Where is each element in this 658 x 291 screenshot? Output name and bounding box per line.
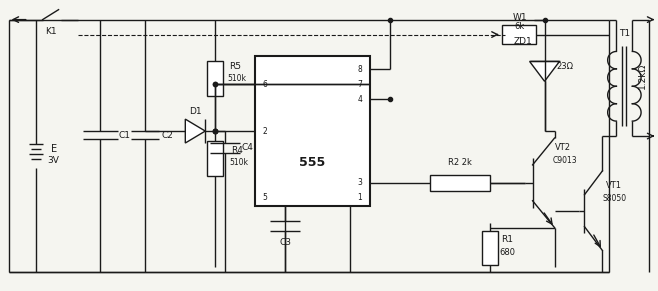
Polygon shape: [530, 61, 559, 81]
Text: 5: 5: [263, 193, 268, 202]
Text: VT2: VT2: [555, 143, 570, 152]
Text: R1: R1: [501, 235, 514, 244]
Bar: [501, 24, 536, 45]
Text: 23Ω: 23Ω: [556, 62, 573, 71]
Bar: [255, 56, 370, 206]
Text: 510k: 510k: [230, 158, 249, 167]
Text: 3V: 3V: [47, 157, 59, 165]
Text: 680: 680: [499, 248, 516, 257]
Text: C2: C2: [161, 131, 173, 140]
Text: 1.2kΩ: 1.2kΩ: [638, 63, 647, 89]
Text: 4: 4: [357, 95, 363, 104]
Text: T1: T1: [619, 29, 630, 38]
Text: W1: W1: [513, 13, 527, 22]
Bar: [207, 61, 223, 96]
Text: C3: C3: [279, 238, 291, 247]
Text: D1: D1: [189, 107, 201, 116]
Text: C4: C4: [241, 143, 253, 152]
Text: 555: 555: [299, 157, 326, 169]
Text: 3: 3: [357, 178, 363, 187]
Polygon shape: [186, 119, 205, 143]
Text: 7: 7: [357, 80, 363, 89]
Text: 8: 8: [357, 65, 363, 74]
Text: VT1: VT1: [607, 181, 622, 190]
Text: C9013: C9013: [552, 157, 577, 165]
Text: 2: 2: [263, 127, 268, 136]
Text: 6: 6: [263, 80, 268, 89]
Text: E: E: [51, 144, 57, 154]
Text: R5: R5: [229, 62, 241, 71]
Text: 510k: 510k: [228, 74, 247, 83]
Text: R2 2k: R2 2k: [448, 158, 472, 167]
Text: 6k: 6k: [515, 22, 524, 31]
Bar: [482, 230, 497, 265]
Bar: [207, 141, 223, 176]
Text: C1: C1: [118, 131, 130, 140]
Text: 1: 1: [357, 193, 363, 202]
Text: ZD1: ZD1: [513, 37, 532, 46]
Bar: [430, 175, 490, 191]
Text: R4: R4: [231, 146, 243, 155]
Text: K1: K1: [45, 27, 57, 36]
Text: S8050: S8050: [602, 194, 626, 203]
